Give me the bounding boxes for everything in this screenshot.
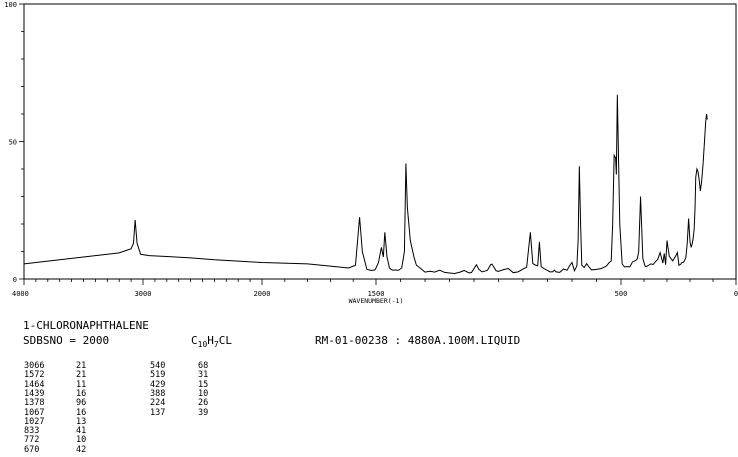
- spectrum-line: [23, 94, 708, 275]
- x-axis-label: WAVENUMBER(-1): [349, 297, 404, 305]
- peak-wavenumber: 1027: [24, 416, 45, 427]
- formula-rest: CL: [218, 334, 232, 347]
- sdbs-number: SDBSNO = 2000: [23, 334, 110, 347]
- peak-wavenumber: 772: [24, 435, 40, 446]
- x-tick-label: 1500: [368, 290, 385, 298]
- x-tick-label: 3000: [135, 290, 152, 298]
- peak-wavenumber: 1067: [24, 407, 45, 418]
- peak-wavenumber: 388: [150, 388, 166, 399]
- peak-intensity: 21: [76, 370, 87, 381]
- peak-intensity: 15: [198, 379, 209, 390]
- formula-c: C: [191, 334, 198, 347]
- peak-wavenumber: 1378: [24, 398, 45, 409]
- peak-intensity: 16: [76, 407, 87, 418]
- x-tick-label: 500: [615, 290, 628, 298]
- x-tick-label: 2000: [254, 290, 271, 298]
- peak-wavenumber: 519: [150, 370, 166, 381]
- y-tick-label: 50: [9, 139, 17, 147]
- peak-intensity: 39: [198, 407, 209, 418]
- sample-info: RM-01-00238 : 4880A.100M.LIQUID: [315, 334, 521, 347]
- formula-h: H: [207, 334, 214, 347]
- plot-border: [23, 3, 737, 280]
- y-tick-label: 100: [4, 1, 17, 9]
- peak-intensity: 10: [76, 435, 87, 446]
- molecular-formula: C10H7CL: [191, 335, 232, 351]
- peak-wavenumber: 540: [150, 361, 166, 371]
- peak-intensity: 11: [76, 379, 87, 390]
- peak-intensity: 26: [198, 398, 209, 409]
- peak-wavenumber: 137: [150, 407, 166, 418]
- peak-intensity: 13: [76, 416, 87, 427]
- peak-intensity: 41: [76, 426, 87, 437]
- peak-intensity: 21: [76, 361, 87, 371]
- plot-frame: [23, 3, 737, 280]
- peak-intensity: 31: [198, 370, 209, 381]
- y-tick-label: 0: [13, 276, 17, 284]
- peak-intensity: 16: [76, 388, 87, 399]
- compound-name: 1-CHLORONAPHTHALENE: [23, 319, 149, 332]
- peak-wavenumber: 670: [24, 444, 40, 455]
- formula-c-count: 10: [197, 340, 208, 349]
- peak-intensity: 10: [198, 388, 209, 399]
- peak-wavenumber: 429: [150, 379, 166, 390]
- peak-wavenumber: 833: [24, 426, 40, 437]
- peak-wavenumber: 1572: [24, 370, 45, 381]
- peak-wavenumber: 3066: [24, 361, 45, 371]
- formula-h-count: 7: [213, 340, 219, 349]
- peak-intensity: 68: [198, 361, 209, 371]
- x-tick-label: 0: [734, 290, 738, 298]
- peak-intensity: 96: [76, 398, 87, 409]
- x-tick-label: 4000: [12, 290, 29, 298]
- peak-wavenumber: 224: [150, 398, 166, 409]
- peak-wavenumber: 1464: [24, 379, 45, 390]
- peak-wavenumber: 1439: [24, 388, 45, 399]
- peak-intensity: 42: [76, 444, 87, 455]
